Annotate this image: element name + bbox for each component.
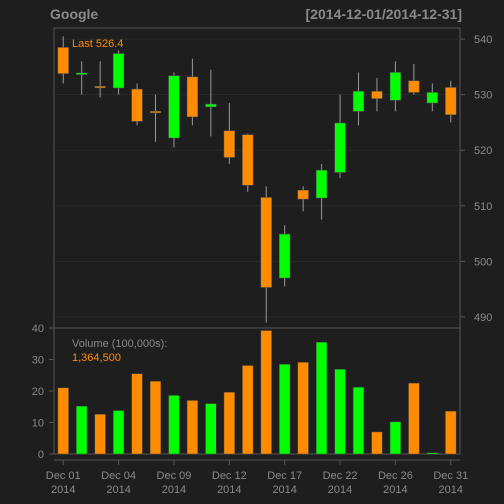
volume-bar [223, 392, 235, 455]
x-tick-label: Dec 26 [378, 470, 413, 482]
candle-body [223, 130, 235, 158]
volume-tick-label: 30 [32, 355, 44, 367]
candle-body [260, 197, 272, 288]
x-tick-year-label: 2014 [162, 484, 186, 496]
volume-bar [57, 387, 69, 455]
date-range-label: [2014-12-01/2014-12-31] [305, 6, 462, 22]
price-tick-label: 540 [474, 34, 492, 46]
volume-bar [426, 452, 438, 455]
volume-bar [131, 373, 143, 455]
candle-body [371, 91, 383, 99]
volume-tick-label: 10 [32, 418, 44, 430]
candle-body [149, 111, 162, 114]
volume-value-label: 1,364,500 [72, 352, 121, 364]
candle-body [94, 86, 106, 89]
x-tick-label: Dec 04 [101, 470, 136, 482]
candle-body [352, 91, 365, 112]
candle-body [57, 47, 69, 74]
candle-body [279, 233, 291, 279]
volume-tick-label: 40 [32, 323, 44, 335]
volume-bar [389, 421, 402, 455]
volume-bar [186, 400, 199, 455]
candle-body [315, 169, 328, 199]
candle-body [131, 88, 143, 122]
volume-bar [315, 341, 328, 455]
candle-body [408, 80, 420, 93]
volume-bar [242, 365, 254, 455]
price-tick-label: 510 [474, 201, 492, 213]
x-tick-label: Dec 12 [212, 470, 247, 482]
x-tick-year-label: 2014 [106, 484, 130, 496]
candle-body [76, 72, 88, 75]
volume-tick-label: 0 [38, 449, 44, 461]
x-tick-label: Dec 17 [267, 470, 302, 482]
price-tick-label: 520 [474, 145, 492, 157]
x-tick-label: Dec 01 [46, 470, 81, 482]
x-tick-year-label: 2014 [383, 484, 407, 496]
volume-bar [352, 386, 365, 455]
candle-body [242, 134, 254, 186]
candle-body [445, 87, 457, 115]
volume-bar [260, 330, 272, 455]
x-tick-label: Dec 22 [323, 470, 358, 482]
x-tick-year-label: 2014 [439, 484, 463, 496]
volume-bar [297, 362, 309, 455]
x-tick-label: Dec 09 [157, 470, 192, 482]
volume-bar [94, 414, 106, 455]
price-tick-label: 530 [474, 90, 492, 102]
volume-bar [205, 403, 217, 455]
volume-bar [149, 380, 162, 455]
volume-bar [76, 405, 88, 455]
chart-title: Google [50, 6, 99, 22]
volume-bar [279, 363, 291, 455]
x-tick-year-label: 2014 [217, 484, 241, 496]
x-tick-year-label: 2014 [51, 484, 75, 496]
volume-bar [445, 410, 457, 455]
volume-bar [334, 369, 346, 455]
volume-bar [112, 410, 125, 455]
x-tick-year-label: 2014 [328, 484, 352, 496]
volume-bar [408, 382, 420, 455]
volume-bar [168, 395, 180, 455]
candle-body [389, 72, 402, 101]
volume-tick-label: 20 [32, 386, 44, 398]
price-tick-label: 490 [474, 312, 492, 324]
candle-body [297, 189, 309, 200]
volume-title: Volume (100,000s): [72, 338, 167, 350]
candle-body [112, 53, 125, 89]
price-tick-label: 500 [474, 256, 492, 268]
x-tick-year-label: 2014 [272, 484, 296, 496]
volume-bar [371, 431, 383, 455]
candle-body [426, 92, 438, 104]
candle-body [168, 75, 180, 139]
last-price-label: Last 526.4 [72, 38, 123, 50]
candle-body [334, 122, 346, 173]
candle-body [205, 103, 217, 108]
candle-body [186, 76, 199, 118]
x-tick-label: Dec 31 [433, 470, 468, 482]
